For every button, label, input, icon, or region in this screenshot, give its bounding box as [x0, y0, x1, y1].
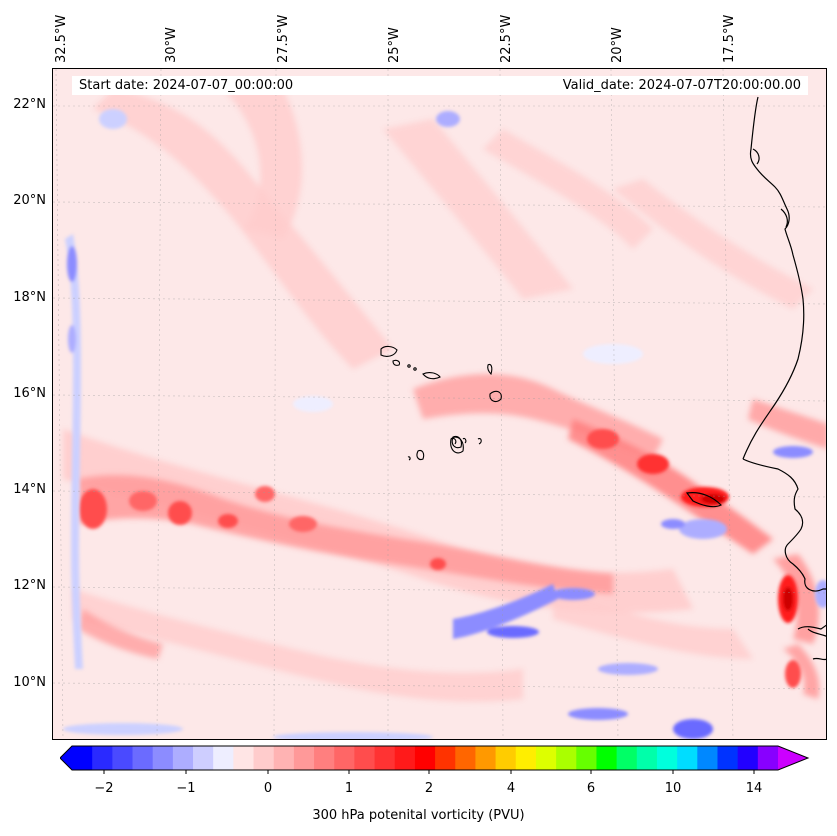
lat-label-12n: 12°N [13, 578, 46, 593]
colorbar-tick: 14 [745, 781, 763, 796]
colorbar-tick: 2 [424, 781, 434, 796]
colorbar-swatch [374, 746, 396, 770]
colorbar-tick: 6 [586, 781, 596, 796]
colorbar-swatch [596, 746, 618, 770]
lon-label-32-5w: 32.5°W [54, 14, 69, 63]
colorbar-swatch [414, 746, 436, 770]
lon-label-17-5w: 17.5°W [722, 14, 737, 63]
cape-verde-islands [380, 345, 502, 461]
pv-medium-shading [78, 374, 826, 699]
lon-label-25w: 25°W [387, 27, 402, 63]
start-date-label: Start date: 2024-07-07_00:00:00 [79, 78, 294, 93]
colorbar-swatch [455, 746, 476, 770]
colorbar-swatch [495, 746, 517, 770]
colorbar-extend-min [60, 746, 72, 770]
lon-label-20w: 20°W [610, 27, 625, 63]
lat-label-16n: 16°N [13, 386, 46, 401]
lon-label-27-5w: 27.5°W [276, 14, 291, 63]
colorbar-outline [60, 745, 810, 771]
colorbar-swatch [233, 746, 255, 770]
colorbar-extend-max [778, 746, 808, 770]
map-gridlines [53, 69, 826, 739]
colorbar-swatch [354, 746, 376, 770]
colorbar [60, 745, 810, 774]
colorbar-swatch [92, 746, 113, 770]
colorbar-swatch [435, 746, 456, 770]
lon-label-30w: 30°W [164, 27, 179, 63]
colorbar-tick: 4 [506, 781, 516, 796]
colorbar-swatch [757, 746, 779, 770]
colorbar-swatch [152, 746, 174, 770]
colorbar-tick: −1 [176, 781, 196, 796]
colorbar-swatch [72, 746, 93, 770]
lat-label-18n: 18°N [13, 290, 46, 305]
colorbar-swatch [475, 746, 497, 770]
lon-label-22-5w: 22.5°W [499, 14, 514, 63]
colorbar-tick: 1 [344, 781, 354, 796]
pv-field-map [53, 69, 826, 739]
lat-label-10n: 10°N [13, 675, 46, 690]
colorbar-tick: 0 [263, 781, 273, 796]
colorbar-swatch [394, 746, 416, 770]
colorbar-swatch [334, 746, 355, 770]
colorbar-swatch [616, 746, 638, 770]
colorbar-swatch [737, 746, 759, 770]
date-info-bar: Start date: 2024-07-07_00:00:00 Valid_da… [72, 76, 808, 95]
colorbar-swatch [253, 746, 275, 770]
colorbar-swatch [636, 746, 658, 770]
valid-date-label: Valid_date: 2024-07-07T20:00:00.00 [562, 78, 801, 93]
colorbar-swatch [535, 746, 557, 770]
colorbar-swatch [656, 746, 678, 770]
colorbar-swatch [314, 746, 335, 770]
colorbar-swatch [576, 746, 597, 770]
map-area[interactable] [52, 68, 827, 740]
pv-negative-shading [63, 109, 826, 739]
colorbar-swatch [213, 746, 234, 770]
lat-label-14n: 14°N [13, 482, 46, 497]
colorbar-swatch [132, 746, 154, 770]
colorbar-swatch [717, 746, 739, 770]
colorbar-label: 300 hPa potenital vorticity (PVU) [312, 808, 525, 823]
coastline [685, 96, 826, 661]
colorbar-swatch [273, 746, 295, 770]
pv-strong-cores [79, 429, 801, 688]
colorbar-tick: 10 [664, 781, 682, 796]
lat-label-22n: 22°N [13, 97, 46, 112]
colorbar-swatch [172, 746, 194, 770]
colorbar-swatch [556, 746, 577, 770]
colorbar-swatch [193, 746, 214, 770]
colorbar-swatch [112, 746, 134, 770]
lat-label-20n: 20°N [13, 193, 46, 208]
colorbar-tick: −2 [94, 781, 114, 796]
colorbar-swatch [515, 746, 537, 770]
colorbar-swatch [293, 746, 315, 770]
colorbar-swatch [697, 746, 718, 770]
colorbar-swatch [677, 746, 698, 770]
